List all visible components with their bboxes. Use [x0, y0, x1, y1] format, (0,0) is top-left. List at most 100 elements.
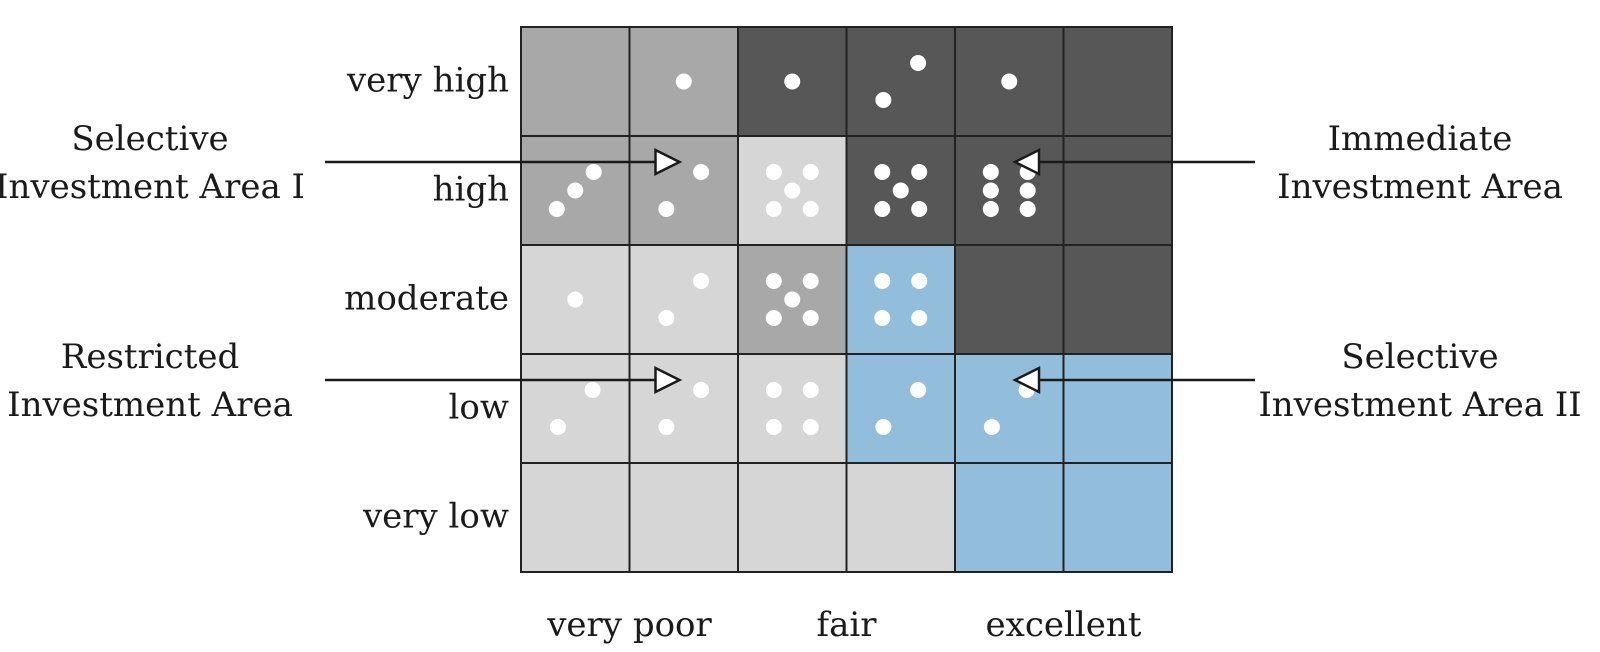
- pip-r2-c2-3: [765, 310, 782, 327]
- pip-r3-c2-0: [765, 381, 782, 398]
- pip-r3-c0-0: [549, 419, 566, 436]
- pip-r1-c3-2: [892, 182, 909, 199]
- matrix-cell-r1-c4: [954, 135, 1065, 246]
- pip-r2-c3-2: [874, 310, 891, 327]
- restricted-investment-area-label-line-1: Restricted: [61, 337, 240, 377]
- matrix-cell-r2-c2: [737, 244, 848, 355]
- pip-r1-c4-0: [982, 163, 999, 180]
- pip-r1-c0-2: [585, 163, 602, 180]
- matrix-cell-r4-c1: [628, 462, 739, 573]
- matrix-cell-r2-c4: [954, 244, 1065, 355]
- pip-r3-c0-1: [584, 381, 601, 398]
- pip-r1-c0-0: [548, 201, 565, 218]
- matrix-cell-r4-c3: [845, 462, 956, 573]
- pip-r3-c1-1: [693, 381, 710, 398]
- immediate-investment-area-arrow-head: [1012, 147, 1041, 177]
- matrix-cell-r0-c5: [1062, 26, 1173, 137]
- matrix-cell-r3-c1: [628, 353, 739, 464]
- selective-investment-area-1-annotation: Selective Investment Area I: [0, 119, 683, 207]
- restricted-investment-area-label-line-2: Investment Area: [7, 385, 293, 425]
- restricted-investment-area-arrow-head: [654, 365, 683, 395]
- selective-investment-area-2-label-line-2: Investment Area II: [1258, 385, 1581, 425]
- matrix-cell-r3-c4: [954, 353, 1065, 464]
- matrix-cell-r3-c5: [1062, 353, 1173, 464]
- pip-r0-c3-1: [910, 54, 927, 71]
- matrix-cell-r3-c0: [520, 353, 631, 464]
- annotations: Selective Investment Area I Restricted Inve…: [0, 119, 1582, 425]
- immediate-investment-area-label-line-1: Immediate: [1328, 119, 1513, 159]
- pip-r3-c2-1: [802, 381, 819, 398]
- matrix-cell-r3-c2: [737, 353, 848, 464]
- matrix-cell-r0-c0: [520, 26, 631, 137]
- pip-r2-c2-0: [765, 272, 782, 289]
- column-label-excellent: excellent: [986, 605, 1142, 645]
- row-label-low: low: [449, 388, 509, 428]
- pip-r2-c2-2: [784, 291, 801, 308]
- restricted-investment-area-annotation: Restricted Investment Area: [7, 337, 683, 425]
- matrix-pips: [548, 54, 1036, 436]
- pip-r3-c1-0: [658, 419, 675, 436]
- matrix-cells: [520, 26, 1173, 573]
- pip-r0-c4-0: [1001, 73, 1018, 90]
- pip-r3-c2-3: [802, 419, 819, 436]
- pip-r0-c3-0: [875, 92, 892, 109]
- matrix-cell-r0-c3: [845, 26, 956, 137]
- selective-investment-area-1-arrow-head: [654, 147, 683, 177]
- matrix-cell-r3-c3: [845, 353, 956, 464]
- pip-r2-c3-0: [874, 272, 891, 289]
- pip-r0-c2-0: [784, 73, 801, 90]
- matrix-cell-r4-c2: [737, 462, 848, 573]
- row-label-high: high: [433, 170, 509, 210]
- matrix-cell-r4-c0: [520, 462, 631, 573]
- pip-r1-c2-3: [765, 201, 782, 218]
- pip-r2-c1-1: [693, 272, 710, 289]
- column-label-very-poor: very poor: [546, 605, 712, 645]
- pip-r1-c3-1: [911, 163, 928, 180]
- selective-investment-area-2-annotation: Selective Investment Area II: [1012, 337, 1582, 425]
- pip-r3-c2-2: [765, 419, 782, 436]
- row-label-very-high: very high: [346, 61, 509, 101]
- pip-r3-c3-1: [910, 381, 927, 398]
- matrix-cell-r2-c3: [845, 244, 956, 355]
- pip-r1-c4-2: [982, 182, 999, 199]
- matrix-cell-r2-c1: [628, 244, 739, 355]
- selective-investment-area-2-label-line-1: Selective: [1341, 337, 1498, 377]
- matrix-cell-r4-c5: [1062, 462, 1173, 573]
- pip-r1-c3-4: [911, 201, 928, 218]
- pip-r2-c3-1: [911, 272, 928, 289]
- pip-r2-c1-0: [658, 310, 675, 327]
- matrix-cell-r1-c1: [628, 135, 739, 246]
- column-labels: very poor fair excellent: [546, 605, 1142, 645]
- matrix-cell-r1-c5: [1062, 135, 1173, 246]
- pip-r2-c0-0: [567, 291, 584, 308]
- row-label-moderate: moderate: [344, 279, 509, 319]
- pip-r1-c3-3: [874, 201, 891, 218]
- row-label-very-low: very low: [362, 497, 509, 537]
- pip-r2-c2-1: [802, 272, 819, 289]
- pip-r0-c1-0: [675, 73, 692, 90]
- immediate-investment-area-annotation: Immediate Investment Area: [1012, 119, 1563, 207]
- pip-r2-c3-3: [911, 310, 928, 327]
- immediate-investment-area-label-line-2: Investment Area: [1277, 167, 1563, 207]
- pip-r1-c4-5: [1019, 201, 1036, 218]
- pip-r1-c2-1: [802, 163, 819, 180]
- pip-r1-c2-0: [765, 163, 782, 180]
- pip-r1-c1-0: [658, 201, 675, 218]
- pip-r1-c4-3: [1019, 182, 1036, 199]
- selective-investment-area-2-arrow-head: [1012, 365, 1041, 395]
- pip-r1-c0-1: [567, 182, 584, 199]
- pip-r1-c2-2: [784, 182, 801, 199]
- selective-investment-area-1-label-line-1: Selective: [71, 119, 228, 159]
- matrix-cell-r2-c5: [1062, 244, 1173, 355]
- pip-r1-c4-4: [982, 201, 999, 218]
- pip-r1-c3-0: [874, 163, 891, 180]
- matrix-cell-r4-c4: [954, 462, 1065, 573]
- pip-r3-c4-0: [983, 419, 1000, 436]
- row-labels: very high high moderate low very low: [344, 61, 509, 537]
- column-label-fair: fair: [817, 605, 878, 645]
- pip-r3-c3-0: [875, 419, 892, 436]
- pip-r2-c2-4: [802, 310, 819, 327]
- pip-r1-c2-4: [802, 201, 819, 218]
- selective-investment-area-1-label-line-2: Investment Area I: [0, 167, 305, 207]
